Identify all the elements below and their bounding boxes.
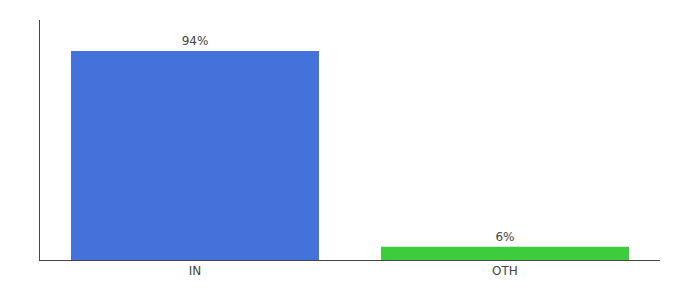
svg-text:6%: 6% xyxy=(495,230,514,244)
svg-text:OTH: OTH xyxy=(492,264,518,278)
svg-text:IN: IN xyxy=(189,264,202,278)
svg-text:94%: 94% xyxy=(182,34,209,48)
